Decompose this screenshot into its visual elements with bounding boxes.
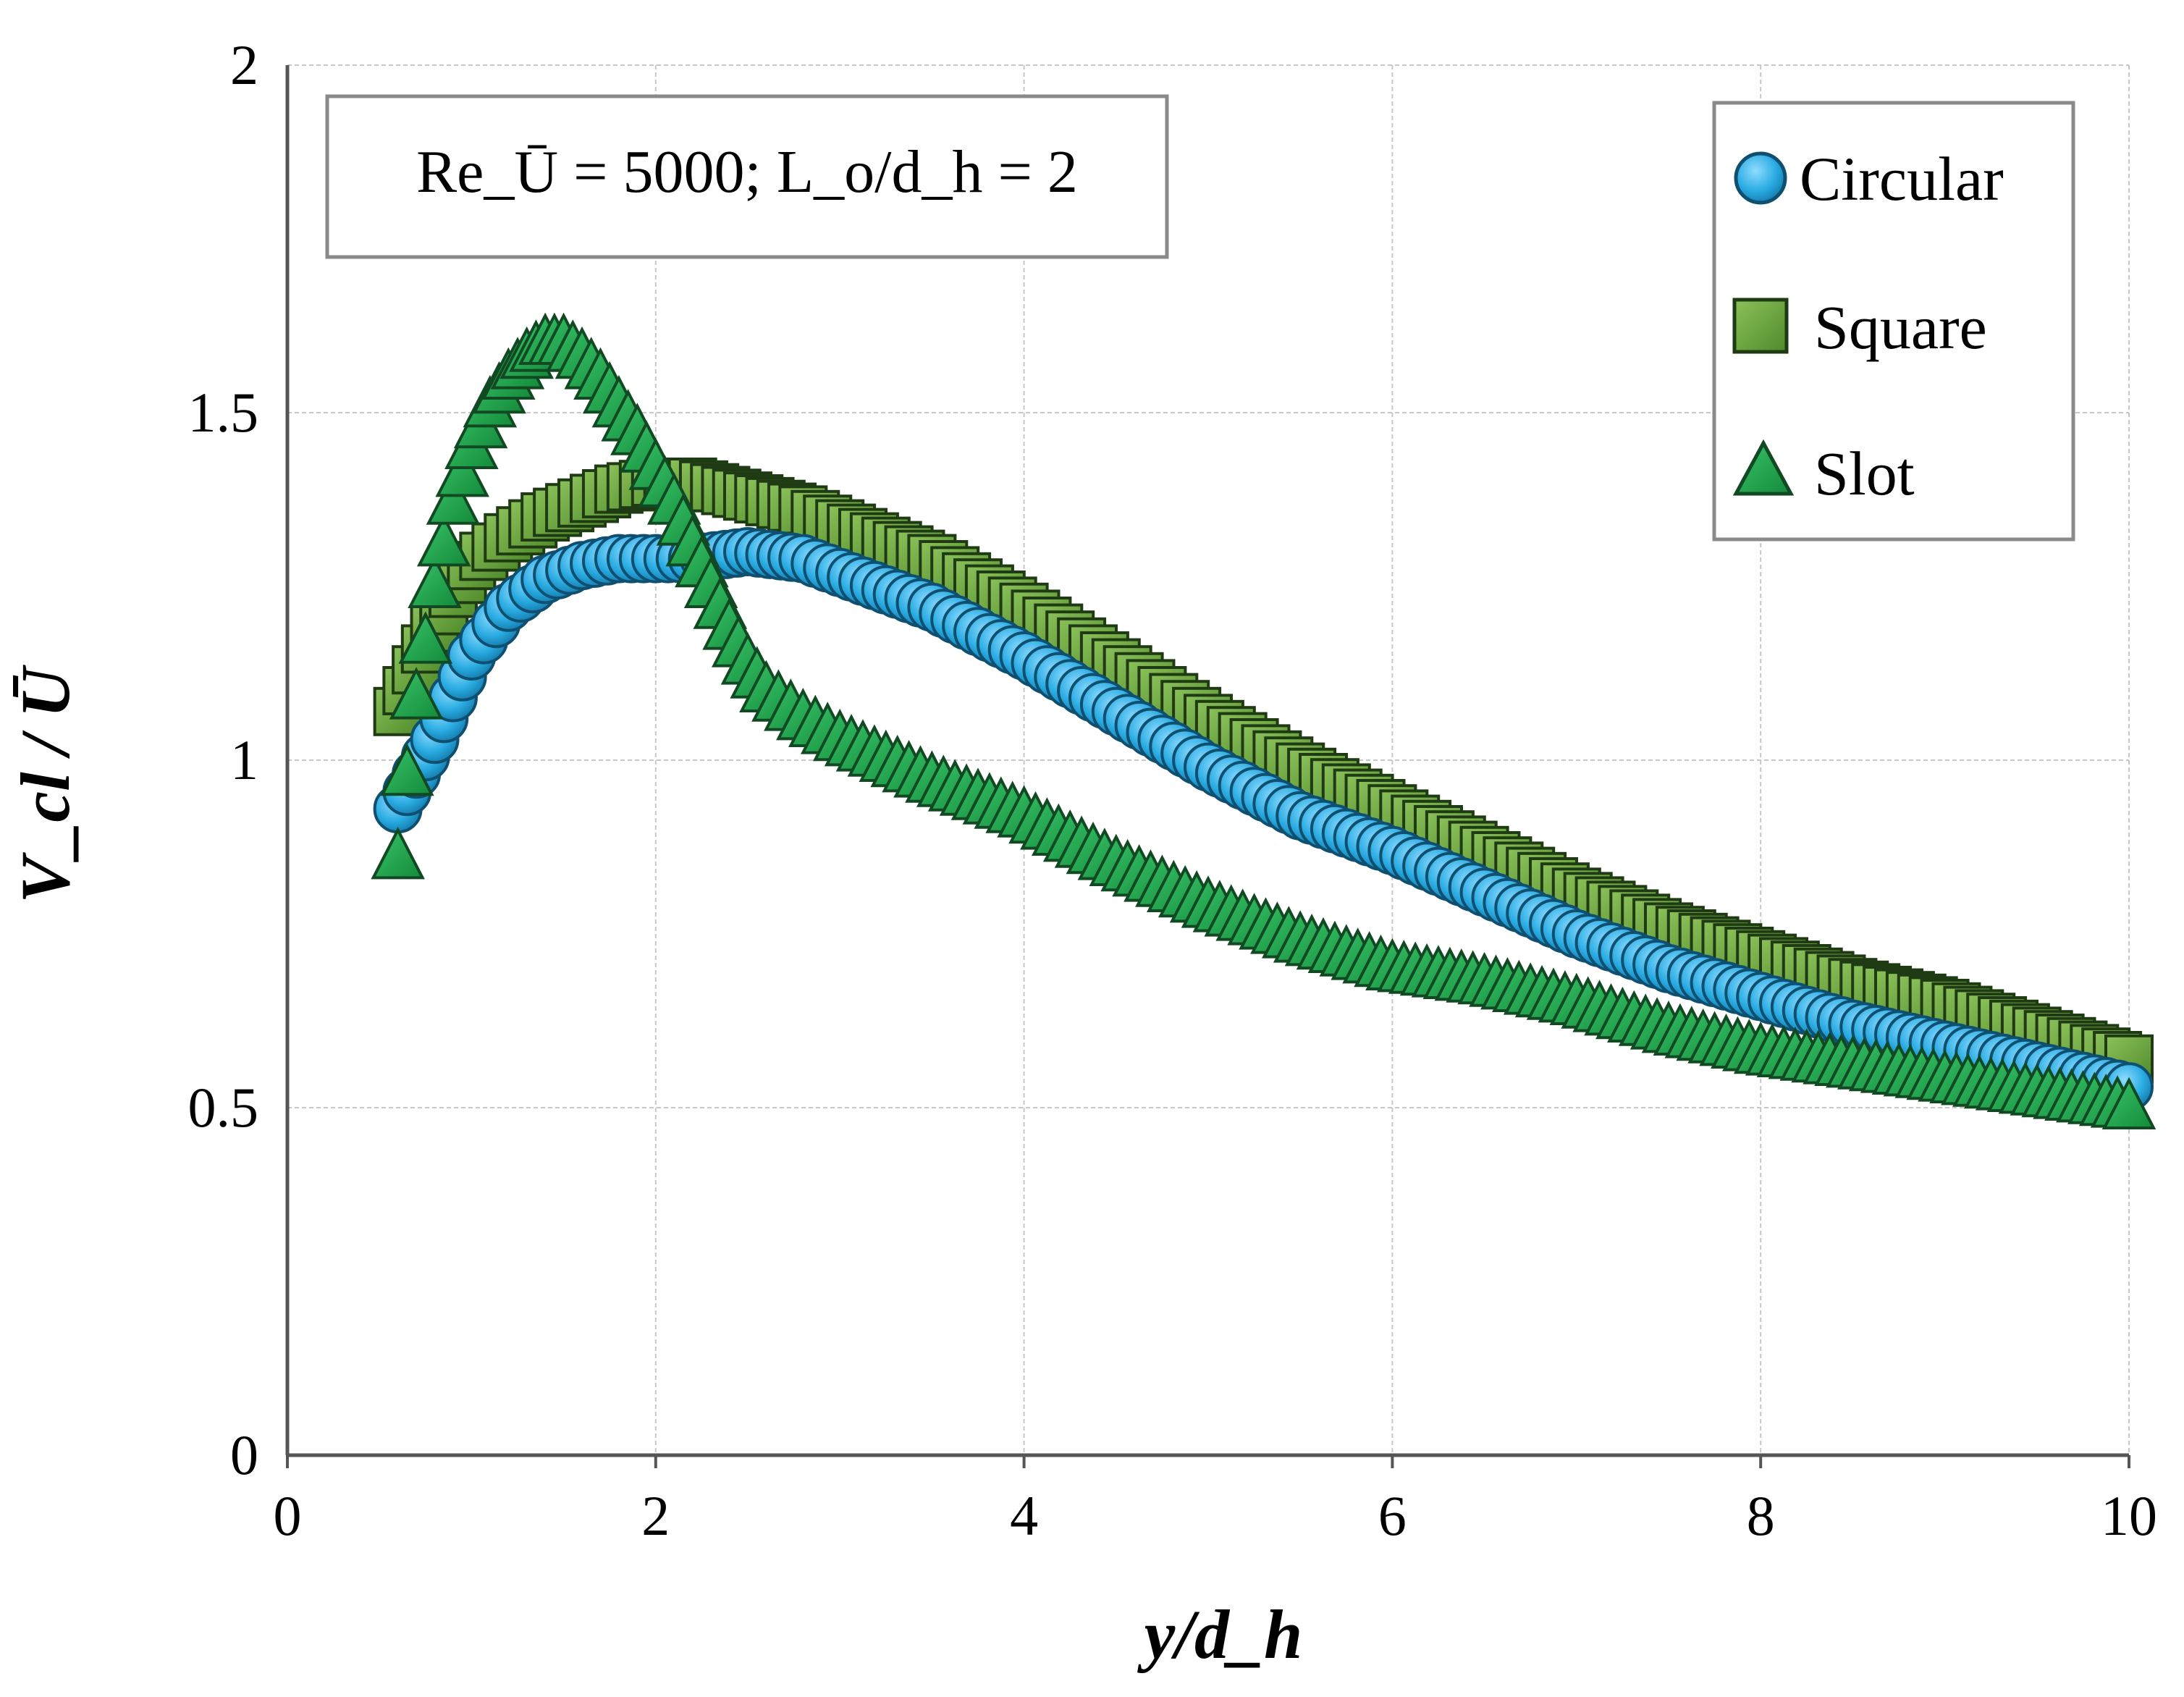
y-tick-label: 0.5: [188, 1076, 259, 1139]
x-tick-label: 8: [1747, 1484, 1775, 1547]
annotation-text: Re_Ū = 5000; L_o/d_h = 2: [416, 138, 1078, 206]
triangle-point: [380, 743, 434, 796]
y-tick-label: 1.5: [188, 381, 259, 444]
series-slot: [371, 312, 2156, 1129]
triangle-point: [2101, 1077, 2156, 1129]
y-tick-label: 1: [230, 728, 258, 791]
triangle-point: [408, 555, 462, 608]
series-circular: [373, 527, 2154, 1112]
y-tick-labels: 0 0.5 1 1.5 2: [188, 33, 259, 1486]
x-axis-title: y/d_h: [1137, 1596, 1303, 1673]
legend-circle-icon: [1734, 151, 1787, 205]
annotation-box: Re_Ū = 5000; L_o/d_h = 2: [325, 94, 1169, 259]
x-tick-label: 6: [1378, 1484, 1407, 1547]
legend-label-circular: Circular: [1800, 144, 2004, 214]
legend: Circular Square Slot: [1712, 101, 2075, 542]
x-tick-label: 0: [274, 1484, 302, 1547]
x-tick-label: 10: [2101, 1484, 2157, 1547]
axes: [285, 65, 2130, 1468]
legend-item-slot: Slot: [1732, 439, 1915, 508]
legend-label-slot: Slot: [1814, 439, 1915, 508]
triangle-point: [389, 667, 444, 720]
triangle-point: [426, 472, 481, 525]
series-markers: [371, 312, 2156, 1129]
y-tick-label: 0: [230, 1423, 258, 1486]
legend-label-square: Square: [1814, 292, 1987, 362]
x-tick-label: 2: [641, 1484, 670, 1547]
legend-item-square: Square: [1732, 292, 1987, 362]
legend-triangle-icon: [1732, 439, 1795, 496]
x-tick-label: 4: [1010, 1484, 1038, 1547]
y-axis-title: V_cl / Ū: [7, 665, 84, 904]
triangle-point: [416, 514, 471, 567]
triangle-point: [435, 445, 489, 497]
y-tick-label: 2: [230, 33, 258, 96]
triangle-point: [371, 827, 425, 880]
legend-square-icon: [1732, 298, 1789, 354]
legend-item-circular: Circular: [1734, 144, 2004, 214]
triangle-point: [398, 611, 453, 664]
x-tick-labels: 0 2 4 6 8 10: [274, 1484, 2158, 1547]
